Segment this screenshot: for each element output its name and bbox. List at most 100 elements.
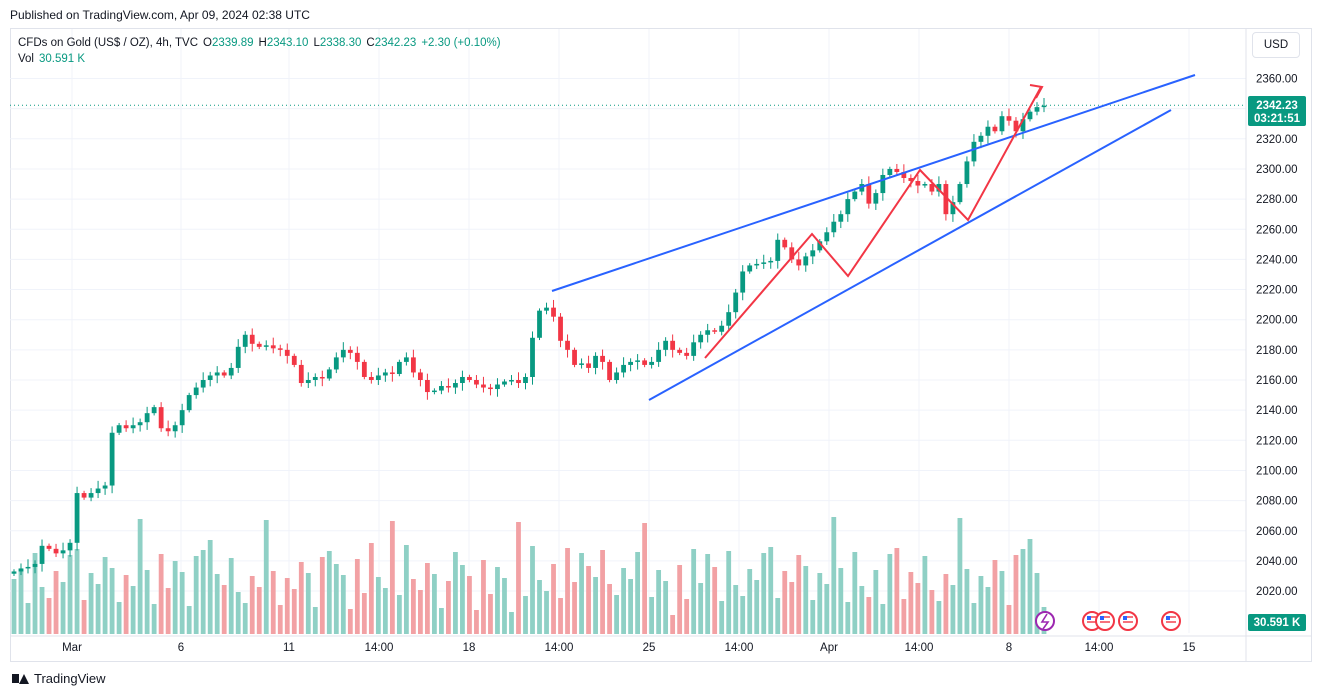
candle-body[interactable] bbox=[389, 372, 395, 374]
candle-body[interactable] bbox=[950, 202, 956, 215]
candle-body[interactable] bbox=[593, 355, 598, 368]
candle-body[interactable] bbox=[719, 325, 725, 332]
candle-body[interactable] bbox=[291, 355, 297, 365]
candle-body[interactable] bbox=[375, 375, 381, 380]
candle-body[interactable] bbox=[347, 349, 353, 353]
candle-body[interactable] bbox=[894, 168, 900, 172]
candle-body[interactable] bbox=[740, 271, 746, 293]
candle-body[interactable] bbox=[992, 126, 998, 132]
candle-body[interactable] bbox=[207, 375, 213, 380]
candle-body[interactable] bbox=[754, 263, 760, 266]
candle-body[interactable] bbox=[691, 342, 697, 356]
candle-body[interactable] bbox=[677, 349, 683, 353]
candle-body[interactable] bbox=[663, 340, 669, 350]
candle-body[interactable] bbox=[481, 384, 486, 388]
candle-body[interactable] bbox=[705, 330, 711, 335]
candle-body[interactable] bbox=[726, 312, 732, 326]
candle-body[interactable] bbox=[607, 361, 612, 380]
candle-body[interactable] bbox=[305, 380, 311, 384]
symbol-title[interactable]: CFDs on Gold (US$ / OZ), 4h, TVC bbox=[18, 37, 199, 49]
candle-body[interactable] bbox=[102, 485, 108, 489]
candle-body[interactable] bbox=[179, 410, 185, 426]
candle-body[interactable] bbox=[467, 376, 472, 380]
candle-body[interactable] bbox=[270, 345, 276, 349]
candle-body[interactable] bbox=[116, 425, 122, 433]
candle-body[interactable] bbox=[235, 346, 241, 368]
candle-body[interactable] bbox=[586, 363, 591, 368]
candle-body[interactable] bbox=[410, 357, 416, 373]
candle-body[interactable] bbox=[53, 548, 59, 554]
candle-body[interactable] bbox=[978, 135, 984, 142]
candle-body[interactable] bbox=[495, 384, 500, 390]
candle-body[interactable] bbox=[649, 361, 655, 365]
candle-body[interactable] bbox=[158, 407, 164, 429]
candle-body[interactable] bbox=[368, 376, 374, 380]
candle-body[interactable] bbox=[572, 349, 577, 365]
candle-body[interactable] bbox=[558, 316, 563, 341]
candle-body[interactable] bbox=[417, 372, 423, 380]
candle-body[interactable] bbox=[39, 545, 45, 564]
candle-body[interactable] bbox=[221, 372, 227, 376]
candle-body[interactable] bbox=[425, 380, 430, 393]
candle-body[interactable] bbox=[985, 126, 991, 136]
candle-body[interactable] bbox=[775, 239, 781, 261]
candle-body[interactable] bbox=[32, 563, 38, 567]
candle-body[interactable] bbox=[929, 184, 935, 192]
candle-body[interactable] bbox=[165, 428, 171, 432]
candle-body[interactable] bbox=[326, 369, 332, 379]
candle-body[interactable] bbox=[712, 330, 718, 332]
candle-body[interactable] bbox=[831, 221, 837, 233]
lower-trend-line[interactable] bbox=[648, 109, 1172, 401]
candle-body[interactable] bbox=[439, 386, 444, 391]
candle-body[interactable] bbox=[67, 542, 73, 551]
candle-body[interactable] bbox=[684, 352, 690, 356]
candle-body[interactable] bbox=[957, 184, 963, 203]
candle-body[interactable] bbox=[810, 250, 816, 257]
candle-body[interactable] bbox=[845, 199, 851, 215]
candle-body[interactable] bbox=[361, 361, 367, 377]
candle-body[interactable] bbox=[880, 174, 886, 194]
candle-body[interactable] bbox=[333, 357, 339, 370]
candle-body[interactable] bbox=[796, 259, 802, 266]
candle-body[interactable] bbox=[803, 256, 809, 266]
us-flag-icon[interactable] bbox=[1161, 611, 1181, 631]
candle-body[interactable] bbox=[901, 171, 907, 178]
candle-body[interactable] bbox=[354, 352, 360, 362]
candle-body[interactable] bbox=[915, 181, 921, 186]
candle-body[interactable] bbox=[565, 340, 570, 350]
candle-body[interactable] bbox=[761, 262, 767, 264]
candle-body[interactable] bbox=[621, 364, 626, 373]
candle-body[interactable] bbox=[200, 380, 206, 388]
candle-body[interactable] bbox=[172, 425, 178, 432]
candle-body[interactable] bbox=[403, 357, 409, 362]
candle-body[interactable] bbox=[509, 380, 514, 382]
candle-body[interactable] bbox=[256, 343, 262, 347]
candle-body[interactable] bbox=[628, 361, 633, 365]
candle-body[interactable] bbox=[887, 168, 893, 175]
candle-body[interactable] bbox=[733, 292, 739, 313]
candle-body[interactable] bbox=[768, 260, 774, 263]
candle-body[interactable] bbox=[74, 493, 80, 543]
candle-body[interactable] bbox=[936, 184, 942, 192]
upper-trend-line[interactable] bbox=[551, 74, 1196, 292]
footer-brand[interactable]: TradingView bbox=[12, 671, 106, 686]
candle-body[interactable] bbox=[866, 184, 872, 204]
candle-body[interactable] bbox=[1006, 116, 1012, 121]
candle-body[interactable] bbox=[516, 380, 521, 384]
candle-body[interactable] bbox=[11, 571, 17, 574]
candle-body[interactable] bbox=[137, 422, 143, 426]
candle-body[interactable] bbox=[600, 355, 605, 362]
candle-body[interactable] bbox=[60, 550, 66, 554]
candle-body[interactable] bbox=[193, 387, 199, 396]
candle-body[interactable] bbox=[782, 239, 788, 248]
candle-body[interactable] bbox=[298, 364, 304, 384]
candle-body[interactable] bbox=[817, 241, 823, 251]
candle-body[interactable] bbox=[922, 184, 928, 186]
candle-body[interactable] bbox=[824, 232, 830, 242]
candle-body[interactable] bbox=[943, 184, 949, 215]
candle-body[interactable] bbox=[123, 425, 129, 429]
candle-body[interactable] bbox=[474, 380, 479, 385]
candle-body[interactable] bbox=[396, 361, 402, 374]
candle-body[interactable] bbox=[838, 214, 844, 222]
candle-body[interactable] bbox=[25, 566, 31, 569]
